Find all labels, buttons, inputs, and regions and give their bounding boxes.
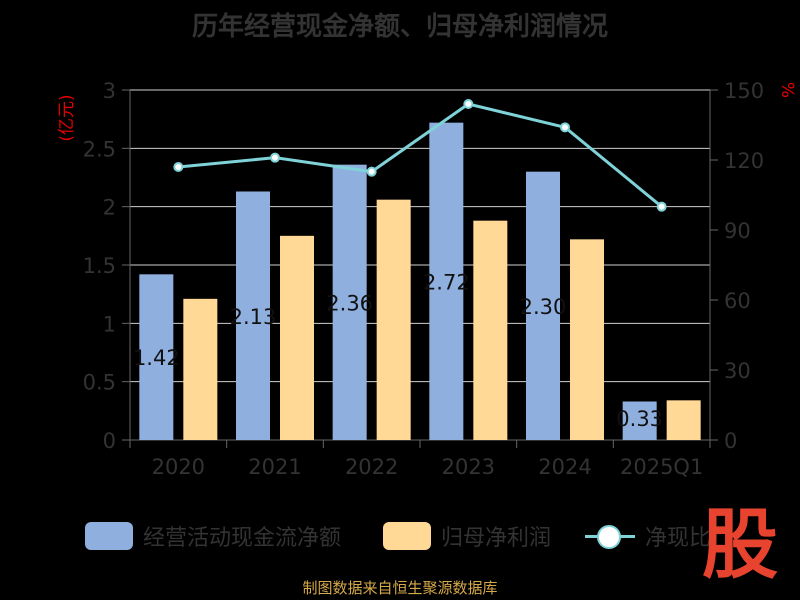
bar-net-profit	[666, 400, 701, 440]
bar-data-label: 2.30	[520, 295, 567, 319]
y-right-tick-label: 30	[724, 359, 751, 383]
ratio-point	[270, 152, 280, 163]
bar-net-profit	[280, 235, 314, 440]
bar-net-profit	[473, 220, 508, 440]
data-source-note: 制图数据来自恒生聚源数据库	[302, 579, 498, 597]
legend-swatch-operating-cash	[85, 522, 133, 550]
legend-item-operating-cash[interactable]: 经营活动现金流净额	[85, 518, 341, 554]
bar-operating-cash	[332, 164, 367, 440]
bar-operating-cash	[139, 274, 174, 440]
x-tick-label: 2020	[152, 455, 205, 479]
legend-swatch-ratio	[585, 521, 635, 551]
ratio-point	[366, 166, 377, 177]
y-left-axis-label: (亿元)	[57, 94, 77, 141]
legend-label-ratio: 净现比	[645, 526, 712, 551]
bar-data-label: 2.72	[423, 270, 470, 294]
legend-swatch-net-profit	[383, 522, 431, 550]
bar-operating-cash	[429, 122, 464, 441]
bar-net-profit	[570, 239, 604, 440]
brand-logo: 股	[702, 500, 778, 589]
bar-net-profit	[183, 298, 218, 440]
y-left-tick-label: 0	[103, 429, 116, 453]
bar-operating-cash	[236, 191, 270, 440]
ratio-line	[178, 102, 663, 208]
chart-title: 历年经营现金净额、归母净利润情况	[191, 12, 608, 42]
bar-data-label: 0.33	[616, 407, 663, 431]
legend-item-ratio[interactable]: 净现比	[585, 518, 711, 554]
y-left-tick-label: 2.5	[83, 137, 116, 161]
ratio-point	[173, 162, 184, 172]
y-left-tick-label: 0.5	[83, 371, 116, 395]
bar-data-label: 1.42	[133, 346, 180, 370]
y-left-tick-label: 2	[103, 196, 116, 220]
bar-operating-cash	[526, 171, 560, 440]
y-right-axis-label: %	[777, 82, 797, 98]
bar-operating-cash	[622, 401, 657, 440]
y-right-tick-label: 90	[724, 219, 751, 243]
y-left-tick-label: 1.5	[83, 254, 116, 278]
x-tick-label: 2022	[345, 455, 398, 479]
y-right-tick-label: 120	[724, 149, 764, 173]
y-left-tick-label: 1	[103, 312, 116, 336]
x-tick-label: 2023	[442, 455, 495, 479]
x-tick-label: 2025Q1	[620, 455, 703, 479]
ratio-point	[463, 99, 474, 109]
legend-label-operating-cash: 经营活动现金流净额	[143, 526, 342, 551]
ratio-point	[560, 122, 570, 133]
bar-data-label: 2.36	[326, 291, 373, 315]
legend-label-net-profit: 归母净利润	[441, 526, 552, 551]
ratio-point	[656, 201, 667, 212]
y-right-tick-label: 0	[724, 429, 737, 453]
bar-net-profit	[376, 199, 411, 440]
legend-item-net-profit[interactable]: 归母净利润	[383, 518, 551, 554]
bar-data-label: 2.13	[230, 305, 277, 329]
x-tick-label: 2021	[248, 455, 301, 479]
y-right-tick-label: 150	[724, 79, 764, 103]
x-tick-label: 2024	[538, 455, 591, 479]
y-right-tick-label: 60	[724, 289, 751, 313]
y-left-tick-label: 3	[103, 79, 116, 103]
